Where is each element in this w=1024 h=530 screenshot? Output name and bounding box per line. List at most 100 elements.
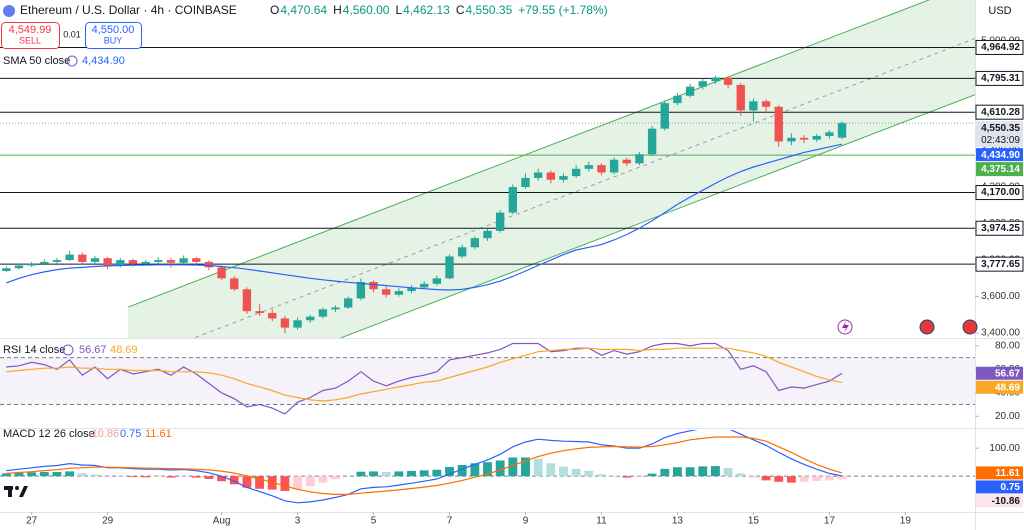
buy-label: BUY (104, 35, 123, 45)
candle-body (635, 154, 644, 164)
histogram-bar (1, 473, 11, 477)
currency[interactable]: USD (988, 5, 1011, 17)
histogram-bar (698, 466, 708, 477)
event-flag[interactable] (919, 319, 935, 335)
histogram-bar (786, 476, 796, 483)
histogram-bar (483, 462, 492, 477)
histogram-label: -10.86 (992, 496, 1021, 507)
x-tick-label: 13 (672, 516, 684, 527)
histogram-label-bg (976, 494, 1023, 508)
macd-pane (0, 430, 975, 504)
ohlc-change: +79.55 (+1.78%) (518, 3, 607, 17)
series-last-label-bg (976, 148, 1023, 162)
ohlc-label: H (333, 3, 342, 17)
level-label: 3,777.65 (981, 259, 1020, 270)
histogram-bar (495, 460, 505, 477)
candle-body (457, 247, 467, 257)
candle-body (812, 135, 821, 140)
price-pane (0, 0, 975, 338)
settings-icon[interactable] (62, 344, 74, 356)
histogram-bar (799, 476, 809, 482)
candle-body (470, 238, 480, 248)
histogram-bar (723, 467, 733, 477)
histogram-bar (179, 476, 189, 477)
y-tick-label: 3,600.00 (981, 291, 1020, 302)
settings-icon[interactable] (66, 55, 78, 67)
y-tick-label: 20.00 (995, 411, 1020, 422)
candle-body (382, 289, 391, 295)
candle-body (268, 312, 277, 319)
series-last-label-bg (976, 466, 1023, 480)
y-tick-label: 100.00 (989, 443, 1020, 454)
histogram-bar (77, 473, 87, 477)
level-label-bg (975, 104, 1024, 120)
candle-body (584, 165, 593, 169)
candle-body (445, 256, 454, 279)
candle-body (420, 283, 429, 288)
sma-legend: SMA 50 close (3, 55, 70, 67)
candle-body (306, 316, 315, 321)
candle-body (774, 106, 783, 142)
histogram-bar (141, 476, 151, 478)
candle-body (242, 289, 252, 312)
histogram-bar (318, 476, 328, 483)
support-label-bg (976, 162, 1023, 177)
buy-price: 4,550.00 (92, 24, 135, 36)
level-label-bg (975, 256, 1024, 272)
histogram-bar (710, 466, 720, 477)
histogram-bar (229, 476, 239, 485)
candle-body (508, 187, 518, 213)
ohlc-label: C (456, 3, 465, 17)
y-tick-label: 3,400.00 (981, 328, 1020, 339)
x-tick-label: Aug (213, 516, 231, 527)
sma-value: 4,434.90 (82, 55, 125, 67)
histogram-bar (394, 471, 404, 477)
histogram-bar (381, 471, 391, 477)
rsi-legend: RSI 14 close (3, 344, 65, 356)
macd-value: 0.75 (120, 428, 141, 440)
histogram-bar (242, 476, 252, 488)
buy-button[interactable] (85, 22, 142, 49)
symbol-title: Ethereum / U.S. Dollar · 4h · COINBASE (20, 3, 237, 17)
histogram-bar (14, 472, 24, 477)
series-last-label: 48.69 (995, 382, 1020, 393)
histogram-bar (204, 476, 214, 479)
histogram-bar (824, 476, 834, 481)
candle-body (685, 86, 695, 96)
candle-body (698, 81, 707, 87)
support-label: 4,375.14 (981, 164, 1020, 175)
sell-button[interactable] (1, 22, 60, 49)
x-tick-label: 5 (371, 516, 377, 527)
histogram-bar (166, 476, 176, 478)
candle-body (90, 258, 100, 262)
level-label-bg (975, 39, 1024, 55)
ohlc-label: O (270, 3, 279, 17)
level-label-bg (975, 220, 1024, 236)
event-flag[interactable] (962, 319, 978, 335)
channel-area (127, 0, 975, 338)
ohlc-value: 4,550.35 (466, 3, 513, 17)
candle-body (192, 258, 201, 262)
histogram-bar (812, 476, 822, 481)
candle-body (521, 177, 530, 188)
series-line (6, 342, 843, 415)
x-tick-label: 15 (748, 516, 760, 527)
candle-body (331, 307, 340, 310)
level-label: 4,610.28 (981, 107, 1020, 118)
last-price-label-countdown: 02:43:09 (981, 135, 1020, 146)
series-line (6, 143, 843, 291)
rsi-pane (0, 342, 975, 415)
level-label: 4,170.00 (981, 187, 1020, 198)
histogram-bar (508, 457, 518, 477)
last-price-label: 4,550.35 (981, 123, 1020, 134)
candle-body (128, 260, 138, 264)
y-tick-label: 80.00 (995, 341, 1020, 352)
symbol-icon (3, 5, 15, 17)
tv-logo (4, 486, 28, 497)
candle-body (495, 212, 505, 231)
candle-body (647, 128, 657, 155)
candle-body (546, 172, 555, 180)
candle-body (2, 268, 11, 272)
x-tick-label: 19 (900, 516, 912, 527)
x-tick-label: 11 (596, 516, 607, 527)
